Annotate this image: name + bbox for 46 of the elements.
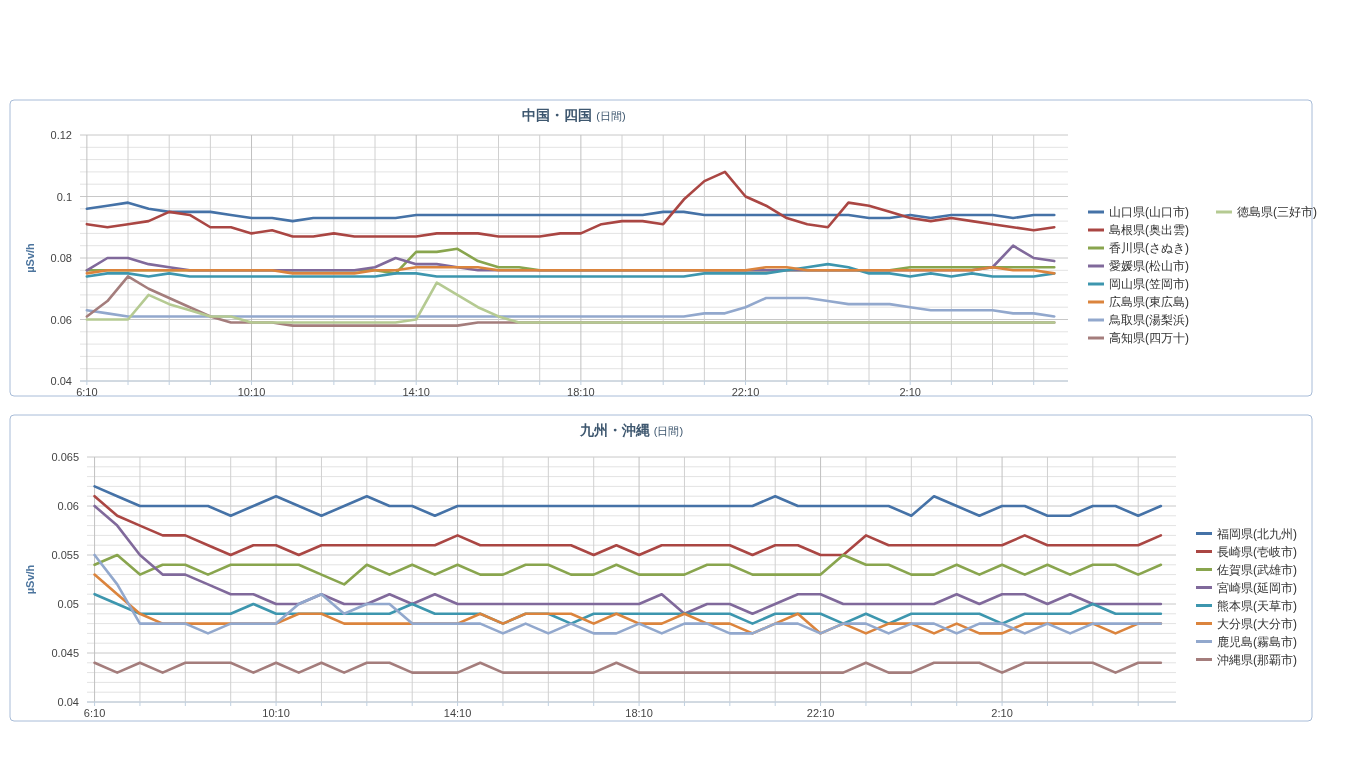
legend-label: 高知県(四万十): [1109, 331, 1189, 345]
chart-title: 中国・四国: [522, 107, 593, 123]
x-tick-label: 22:10: [806, 707, 835, 719]
y-axis-title: µSv/h: [24, 564, 36, 595]
x-tick-label: 2:10: [899, 386, 921, 398]
y-tick-label: 0.06: [57, 500, 79, 512]
legend-label: 宮崎県(延岡市): [1217, 580, 1297, 595]
legend-label: 熊本県(天草市): [1217, 598, 1297, 613]
legend-label: 徳島県(三好市): [1237, 205, 1317, 219]
chart-title: 九州・沖縄: [578, 422, 650, 438]
y-tick-label: 0.1: [56, 190, 72, 203]
legend-label: 香川県(さぬき): [1109, 241, 1189, 255]
x-tick-label: 14:10: [402, 386, 430, 398]
chart-subtitle: (日間): [653, 425, 684, 437]
y-tick-label: 0.06: [50, 313, 72, 326]
x-tick-label: 14:10: [443, 707, 472, 719]
y-tick-label: 0.065: [51, 451, 79, 463]
y-tick-label: 0.04: [50, 375, 72, 387]
x-tick-label: 18:10: [567, 386, 595, 398]
x-tick-label: 10:10: [262, 707, 290, 719]
y-tick-label: 0.12: [50, 129, 72, 141]
y-axis-title: µSv/h: [24, 242, 36, 273]
legend-label: 鹿児島(霧島市): [1217, 634, 1297, 649]
legend-label: 愛媛県(松山市): [1109, 259, 1189, 273]
legend-label: 大分県(大分市): [1217, 616, 1297, 631]
x-tick-label: 6:10: [83, 707, 106, 719]
y-tick-label: 0.055: [51, 549, 79, 561]
x-tick-label: 10:10: [237, 386, 266, 398]
chart-subtitle: (日間): [596, 110, 626, 122]
y-tick-label: 0.045: [51, 647, 79, 659]
legend-label: 沖縄県(那覇市): [1217, 652, 1297, 667]
legend-label: 広島県(東広島): [1109, 295, 1189, 309]
y-tick-label: 0.05: [57, 598, 79, 610]
y-tick-label: 0.04: [57, 696, 79, 708]
legend-label: 岡山県(笠岡市): [1109, 277, 1189, 291]
legend-label: 福岡県(北九州): [1217, 526, 1297, 541]
legend-label: 鳥取県(湯梨浜): [1108, 313, 1189, 327]
legend-label: 島根県(奥出雲): [1109, 223, 1189, 237]
legend-label: 長崎県(壱岐市): [1217, 544, 1297, 559]
x-tick-label: 2:10: [991, 707, 1013, 719]
y-tick-label: 0.08: [50, 252, 72, 264]
legend-label: 佐賀県(武雄市): [1217, 562, 1297, 577]
x-tick-label: 6:10: [76, 386, 98, 398]
x-tick-label: 22:10: [731, 386, 760, 398]
x-tick-label: 18:10: [625, 707, 653, 719]
legend-label: 山口県(山口市): [1109, 205, 1189, 219]
